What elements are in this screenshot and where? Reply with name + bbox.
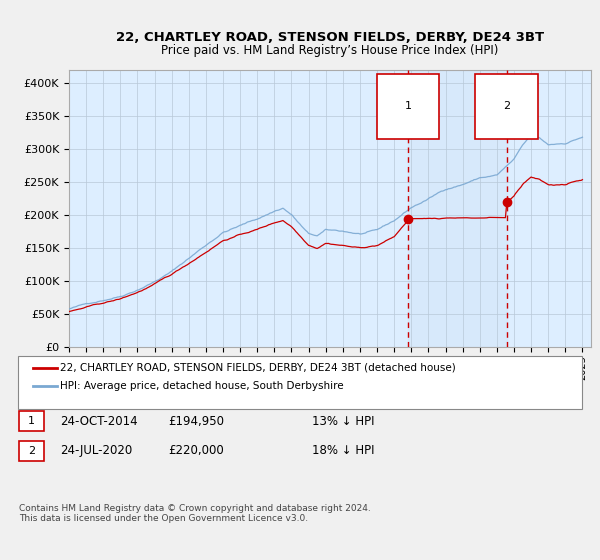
Text: 22, CHARTLEY ROAD, STENSON FIELDS, DERBY, DE24 3BT (detached house): 22, CHARTLEY ROAD, STENSON FIELDS, DERBY…: [60, 363, 456, 373]
Text: 22, CHARTLEY ROAD, STENSON FIELDS, DERBY, DE24 3BT: 22, CHARTLEY ROAD, STENSON FIELDS, DERBY…: [116, 31, 544, 44]
Text: 18% ↓ HPI: 18% ↓ HPI: [312, 444, 374, 458]
Text: HPI: Average price, detached house, South Derbyshire: HPI: Average price, detached house, Sout…: [60, 381, 344, 391]
Text: 24-JUL-2020: 24-JUL-2020: [60, 444, 132, 458]
Text: 13% ↓ HPI: 13% ↓ HPI: [312, 414, 374, 428]
Text: 2: 2: [28, 446, 35, 456]
Bar: [408, 70, 506, 347]
Text: Contains HM Land Registry data © Crown copyright and database right 2024.
This d: Contains HM Land Registry data © Crown c…: [19, 504, 371, 524]
Text: £220,000: £220,000: [168, 444, 224, 458]
Text: 2: 2: [503, 101, 510, 111]
Text: £194,950: £194,950: [168, 414, 224, 428]
Text: 1: 1: [28, 416, 35, 426]
Text: 24-OCT-2014: 24-OCT-2014: [60, 414, 137, 428]
Text: Price paid vs. HM Land Registry’s House Price Index (HPI): Price paid vs. HM Land Registry’s House …: [161, 44, 499, 57]
Text: 1: 1: [405, 101, 412, 111]
